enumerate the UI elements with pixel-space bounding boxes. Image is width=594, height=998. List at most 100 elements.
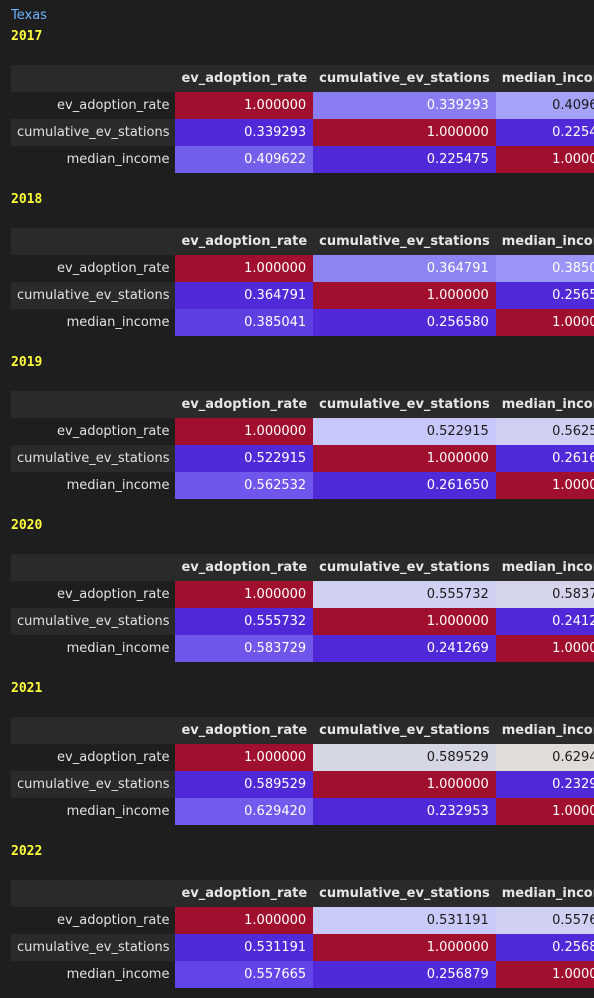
year-block: 2018 ev_adoption_rate cumulative_ev_statio… xyxy=(0,192,594,352)
correlation-cell: 0.256879 xyxy=(313,961,496,988)
column-header: median_income xyxy=(495,554,594,581)
row-header: median_income xyxy=(11,146,176,173)
correlation-cell: 0.256580 xyxy=(495,282,594,309)
column-header: median_income xyxy=(495,717,594,744)
year-block: 2019 ev_adoption_rate cumulative_ev_statio… xyxy=(0,355,594,515)
column-header: cumulative_ev_stations xyxy=(313,554,496,581)
correlation-cell: 1.000000 xyxy=(313,771,496,798)
header-row: ev_adoption_rate cumulative_ev_stations me… xyxy=(11,717,594,744)
header-row: ev_adoption_rate cumulative_ev_stations me… xyxy=(11,554,594,581)
table-row: cumulative_ev_stations 0.339293 1.000000 0.… xyxy=(11,119,594,146)
correlation-cell: 0.232953 xyxy=(313,798,496,825)
column-header: median_income xyxy=(495,880,594,907)
header-row: ev_adoption_rate cumulative_ev_stations me… xyxy=(11,228,594,255)
table-row: cumulative_ev_stations 0.531191 1.000000 0.… xyxy=(11,934,594,961)
row-header: ev_adoption_rate xyxy=(11,92,176,119)
year-label: 2017 xyxy=(11,29,43,44)
correlation-cell: 0.583729 xyxy=(175,635,314,662)
row-header: cumulative_ev_stations xyxy=(11,282,176,309)
state-title: Texas xyxy=(11,8,47,23)
correlation-cell: 0.562532 xyxy=(175,472,314,499)
table-row: cumulative_ev_stations 0.555732 1.000000 0.… xyxy=(11,608,594,635)
year-label: 2020 xyxy=(11,518,43,533)
correlation-cell: 0.241269 xyxy=(313,635,496,662)
row-header: ev_adoption_rate xyxy=(11,581,176,608)
correlation-cell: 0.629420 xyxy=(175,798,314,825)
correlation-cell: 0.557665 xyxy=(495,907,594,934)
header-row: ev_adoption_rate cumulative_ev_stations me… xyxy=(11,880,594,907)
correlation-cell: 0.522915 xyxy=(313,418,496,445)
correlation-cell: 1.000000 xyxy=(495,961,594,988)
correlation-cell: 1.000000 xyxy=(495,472,594,499)
header-row: ev_adoption_rate cumulative_ev_stations me… xyxy=(11,391,594,418)
correlation-cell: 1.000000 xyxy=(313,282,496,309)
row-header: ev_adoption_rate xyxy=(11,255,176,282)
correlation-cell: 1.000000 xyxy=(175,907,314,934)
correlation-cell: 0.589529 xyxy=(175,771,314,798)
correlation-cell: 1.000000 xyxy=(495,309,594,336)
correlation-cell: 1.000000 xyxy=(175,92,314,119)
correlation-cell: 0.225475 xyxy=(495,119,594,146)
correlation-cell: 1.000000 xyxy=(313,608,496,635)
row-header: cumulative_ev_stations xyxy=(11,119,176,146)
table-row: cumulative_ev_stations 0.522915 1.000000 0.… xyxy=(11,445,594,472)
row-header: cumulative_ev_stations xyxy=(11,934,176,961)
row-header: ev_adoption_rate xyxy=(11,744,176,771)
row-header: ev_adoption_rate xyxy=(11,418,176,445)
correlation-table: ev_adoption_rate cumulative_ev_stations me… xyxy=(11,228,594,336)
corner-cell xyxy=(11,228,176,255)
correlation-table: ev_adoption_rate cumulative_ev_stations me… xyxy=(11,391,594,499)
correlation-cell: 0.232953 xyxy=(495,771,594,798)
correlation-cell: 1.000000 xyxy=(175,418,314,445)
correlation-cell: 0.557665 xyxy=(175,961,314,988)
column-header: median_income xyxy=(495,228,594,255)
correlation-cell: 0.256580 xyxy=(313,309,496,336)
row-header: median_income xyxy=(11,961,176,988)
row-header: median_income xyxy=(11,472,176,499)
row-header: median_income xyxy=(11,798,176,825)
correlation-cell: 1.000000 xyxy=(495,798,594,825)
column-header: ev_adoption_rate xyxy=(175,391,314,418)
correlation-cell: 0.629420 xyxy=(495,744,594,771)
correlation-cell: 0.531191 xyxy=(175,934,314,961)
corner-cell xyxy=(11,65,176,92)
column-header: ev_adoption_rate xyxy=(175,554,314,581)
correlation-cell: 0.562532 xyxy=(495,418,594,445)
correlation-cell: 0.339293 xyxy=(313,92,496,119)
column-header: cumulative_ev_stations xyxy=(313,717,496,744)
column-header: ev_adoption_rate xyxy=(175,65,314,92)
column-header: ev_adoption_rate xyxy=(175,717,314,744)
column-header: cumulative_ev_stations xyxy=(313,880,496,907)
table-row: cumulative_ev_stations 0.364791 1.000000 0.… xyxy=(11,282,594,309)
correlation-cell: 1.000000 xyxy=(495,146,594,173)
correlation-cell: 0.409622 xyxy=(495,92,594,119)
corner-cell xyxy=(11,554,176,581)
column-header: ev_adoption_rate xyxy=(175,880,314,907)
column-header: median_income xyxy=(495,65,594,92)
year-block: 2022 ev_adoption_rate cumulative_ev_statio… xyxy=(0,844,594,998)
correlation-cell: 0.339293 xyxy=(175,119,314,146)
correlation-table: ev_adoption_rate cumulative_ev_stations me… xyxy=(11,554,594,662)
column-header: cumulative_ev_stations xyxy=(313,391,496,418)
correlation-cell: 0.555732 xyxy=(313,581,496,608)
correlation-cell: 0.364791 xyxy=(313,255,496,282)
year-label: 2021 xyxy=(11,681,43,696)
year-label: 2019 xyxy=(11,355,43,370)
correlation-cell: 0.385041 xyxy=(175,309,314,336)
correlation-cell: 0.261650 xyxy=(495,445,594,472)
correlation-cell: 1.000000 xyxy=(175,581,314,608)
correlation-cell: 1.000000 xyxy=(313,934,496,961)
row-header: cumulative_ev_stations xyxy=(11,608,176,635)
row-header: median_income xyxy=(11,635,176,662)
correlation-cell: 1.000000 xyxy=(175,744,314,771)
correlation-cell: 0.241269 xyxy=(495,608,594,635)
year-block: 2017 ev_adoption_rate cumulative_ev_statio… xyxy=(0,29,594,189)
correlation-cell: 0.522915 xyxy=(175,445,314,472)
